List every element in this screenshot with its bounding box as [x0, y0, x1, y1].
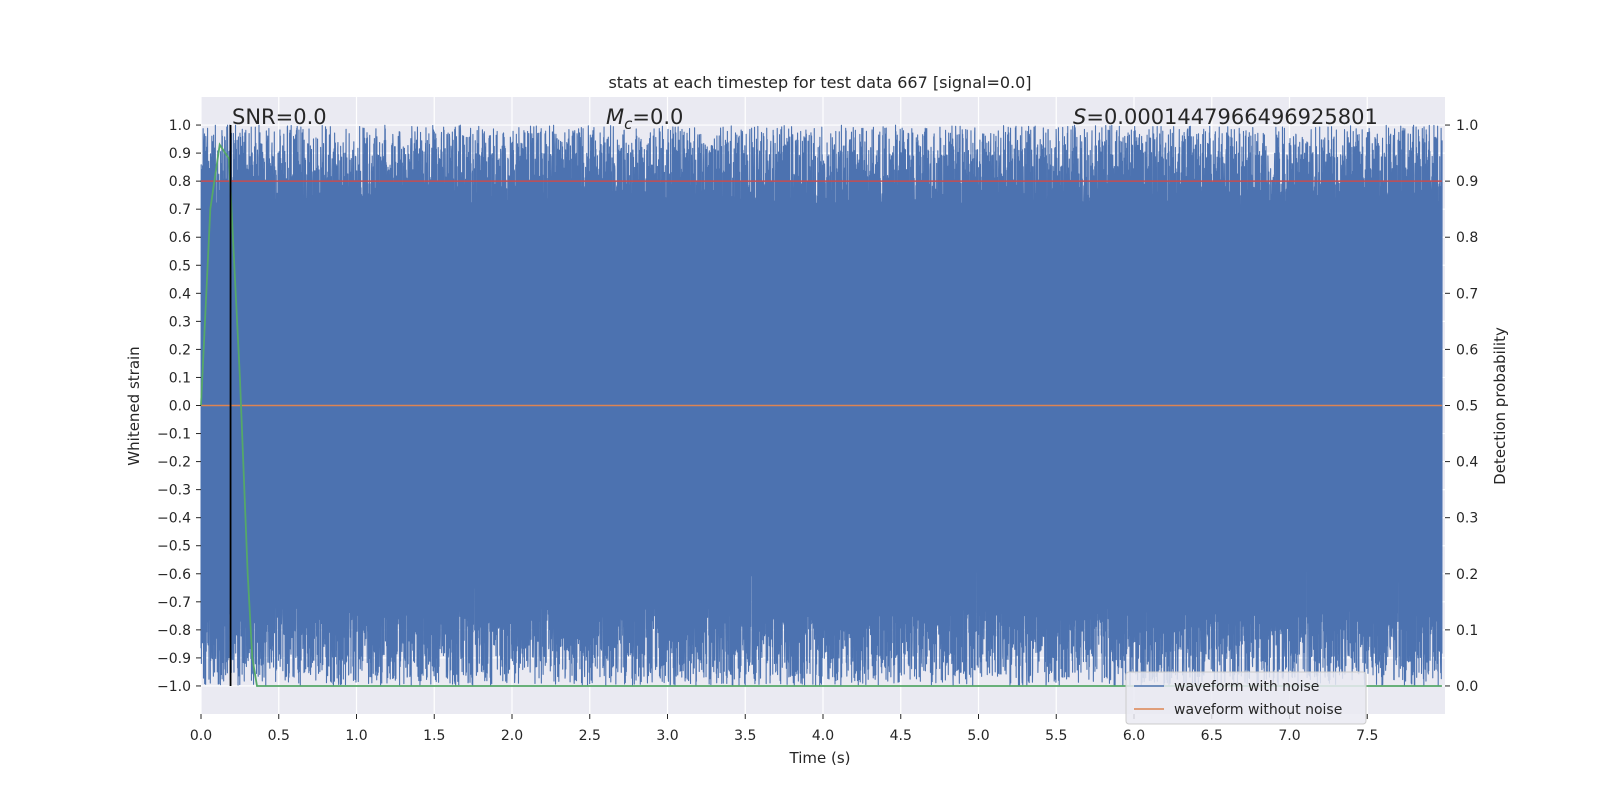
y-tick-label: 0.5	[169, 258, 191, 274]
series-waveform-with-noise	[200, 124, 1443, 687]
y-right-axis-ticks: 1.0 0.9 0.8 0.7 0.6 0.5 0.4 0.3 0.2 0.1 0.0	[1445, 118, 1478, 695]
legend-box	[1125, 671, 1367, 725]
x-axis-ticks: 0.0 0.5 1.0 1.5 2.0 2.5 3.0 3.5 4.0 4.5 5.0 5.5 6.0 6…	[190, 714, 1378, 744]
y-right-tick-label: 1.0	[1456, 118, 1478, 134]
x-tick-label: 1.5	[423, 728, 445, 744]
chart-title: stats at each timestep for test data 667…	[608, 73, 1031, 92]
y-tick-label: −0.8	[157, 623, 191, 639]
x-tick-label: 7.0	[1278, 728, 1300, 744]
mc-value: =0.0	[632, 105, 683, 129]
x-tick-label: 3.5	[734, 728, 756, 744]
y-tick-label: −0.7	[157, 595, 191, 611]
y-axis-label: Whitened strain	[125, 346, 143, 465]
x-tick-label: 5.5	[1045, 728, 1067, 744]
y-right-tick-label: 0.1	[1456, 623, 1478, 639]
y-right-tick-label: 0.3	[1456, 511, 1478, 527]
x-tick-label: 2.0	[501, 728, 523, 744]
y-tick-label: 0.9	[169, 146, 191, 162]
y-tick-label: 1.0	[169, 118, 191, 134]
y-tick-label: 0.7	[169, 202, 191, 218]
y-tick-label: −0.6	[157, 567, 191, 583]
y-right-tick-label: 0.7	[1456, 286, 1478, 302]
y-tick-label: −1.0	[157, 679, 191, 695]
y-tick-label: −0.3	[157, 483, 191, 499]
x-tick-label: 0.5	[268, 728, 290, 744]
y-tick-label: 0.0	[169, 399, 191, 415]
y-tick-label: 0.6	[169, 230, 191, 246]
y-right-tick-label: 0.5	[1456, 399, 1478, 415]
y-tick-label: 0.3	[169, 314, 191, 330]
x-tick-label: 4.5	[890, 728, 912, 744]
snr-annotation: SNR=0.0	[232, 105, 327, 129]
x-tick-label: 4.0	[812, 728, 834, 744]
x-tick-label: 0.0	[190, 728, 212, 744]
x-tick-label: 3.0	[656, 728, 678, 744]
y-tick-label: 0.1	[169, 370, 191, 386]
y-axis-ticks: 1.0 0.9 0.8 0.7 0.6 0.5 0.4 0.3 0.2 0.1 0.0 −0.1 −0.…	[157, 118, 201, 695]
s-symbol: S	[1073, 105, 1086, 129]
y-right-tick-label: 0.2	[1456, 567, 1478, 583]
x-tick-label: 5.0	[967, 728, 989, 744]
x-tick-label: 1.0	[345, 728, 367, 744]
mc-symbol: M	[606, 105, 624, 129]
s-value: =0.0001447966496925801	[1086, 105, 1378, 129]
chirp-mass-annotation: Mc=0.0	[606, 105, 683, 133]
y-tick-label: 0.4	[169, 286, 191, 302]
y-tick-label: 0.8	[169, 174, 191, 190]
x-tick-label: 6.0	[1123, 728, 1145, 744]
y-tick-label: −0.1	[157, 427, 191, 443]
y-right-tick-label: 0.0	[1456, 679, 1478, 695]
legend-label-clean: waveform without noise	[1174, 702, 1342, 718]
x-tick-label: 2.5	[579, 728, 601, 744]
x-tick-label: 6.5	[1201, 728, 1223, 744]
y-tick-label: −0.5	[157, 539, 191, 555]
y-right-tick-label: 0.4	[1456, 455, 1478, 471]
s-annotation: S=0.0001447966496925801	[1073, 105, 1378, 129]
legend: waveform with noise waveform without noi…	[1125, 671, 1367, 725]
series-detection-probability	[200, 142, 1442, 687]
y-right-tick-label: 0.9	[1456, 174, 1478, 190]
y-right-tick-label: 0.6	[1456, 342, 1478, 358]
mc-subscript: c	[624, 115, 633, 133]
x-tick-label: 7.5	[1356, 728, 1378, 744]
legend-label-noise: waveform with noise	[1174, 679, 1319, 695]
x-axis-label: Time (s)	[789, 749, 851, 767]
y-right-axis-label: Detection probability	[1491, 327, 1509, 485]
y-tick-label: 0.2	[169, 342, 191, 358]
y-tick-label: −0.2	[157, 455, 191, 471]
y-tick-label: −0.9	[157, 651, 191, 667]
y-right-tick-label: 0.8	[1456, 230, 1478, 246]
y-tick-label: −0.4	[157, 511, 191, 527]
